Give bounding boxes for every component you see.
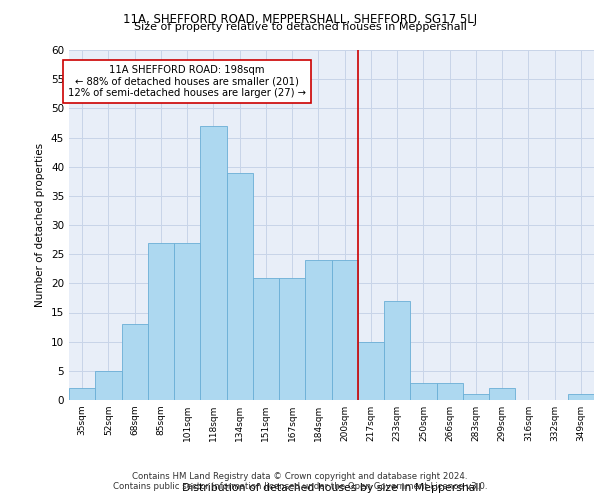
Y-axis label: Number of detached properties: Number of detached properties bbox=[35, 143, 46, 307]
Bar bbox=[200, 126, 227, 400]
Text: 11A SHEFFORD ROAD: 198sqm
← 88% of detached houses are smaller (201)
12% of semi: 11A SHEFFORD ROAD: 198sqm ← 88% of detac… bbox=[68, 64, 306, 98]
Bar bbox=[227, 172, 253, 400]
Bar bbox=[174, 242, 200, 400]
Text: Contains public sector information licensed under the Open Government Licence v3: Contains public sector information licen… bbox=[113, 482, 487, 491]
Bar bbox=[95, 371, 121, 400]
Bar bbox=[463, 394, 489, 400]
Bar bbox=[279, 278, 305, 400]
Bar bbox=[253, 278, 279, 400]
Bar bbox=[358, 342, 384, 400]
Bar bbox=[410, 382, 437, 400]
Bar bbox=[568, 394, 594, 400]
Bar bbox=[148, 242, 174, 400]
Bar bbox=[331, 260, 358, 400]
X-axis label: Distribution of detached houses by size in Meppershall: Distribution of detached houses by size … bbox=[182, 483, 481, 493]
Bar bbox=[489, 388, 515, 400]
Bar bbox=[437, 382, 463, 400]
Text: Contains HM Land Registry data © Crown copyright and database right 2024.: Contains HM Land Registry data © Crown c… bbox=[132, 472, 468, 481]
Text: Size of property relative to detached houses in Meppershall: Size of property relative to detached ho… bbox=[134, 22, 466, 32]
Bar bbox=[121, 324, 148, 400]
Bar bbox=[69, 388, 95, 400]
Bar bbox=[384, 301, 410, 400]
Bar bbox=[305, 260, 331, 400]
Text: 11A, SHEFFORD ROAD, MEPPERSHALL, SHEFFORD, SG17 5LJ: 11A, SHEFFORD ROAD, MEPPERSHALL, SHEFFOR… bbox=[123, 12, 477, 26]
